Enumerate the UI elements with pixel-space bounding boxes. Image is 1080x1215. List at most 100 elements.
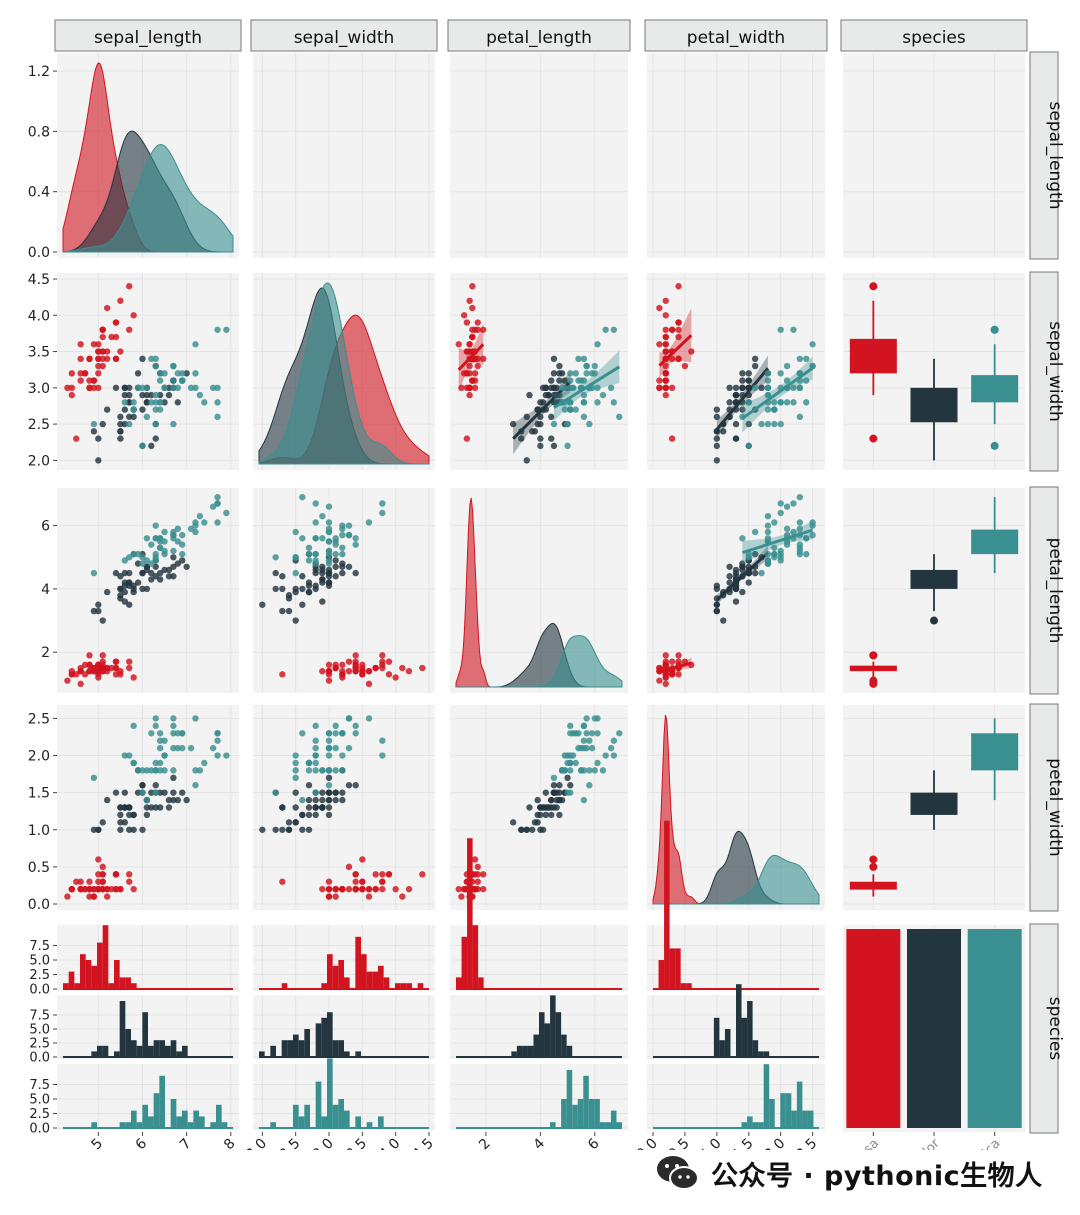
hist-bar-versicolor xyxy=(522,1045,528,1057)
point-versicolor xyxy=(143,399,151,406)
outlier-setosa xyxy=(869,282,878,291)
hist-bar-versicolor xyxy=(758,1051,764,1057)
x-tick-label-sepal_width: 2.5 xyxy=(276,1136,303,1150)
hist-bar-versicolor xyxy=(142,1012,148,1057)
point-setosa xyxy=(95,341,102,348)
point-virginica xyxy=(783,535,791,542)
point-versicolor xyxy=(542,789,550,796)
point-virginica xyxy=(152,715,159,722)
hist-bar-setosa xyxy=(675,948,681,989)
hist-bar-versicolor xyxy=(131,1040,137,1057)
point-versicolor xyxy=(726,384,733,392)
hist-bar-versicolor xyxy=(327,1012,333,1057)
point-virginica xyxy=(156,399,164,406)
point-versicolor xyxy=(319,789,326,796)
point-virginica xyxy=(139,789,146,796)
point-versicolor xyxy=(279,607,286,615)
point-versicolor xyxy=(259,601,266,608)
point-virginica xyxy=(796,547,804,555)
point-versicolor xyxy=(170,573,177,580)
panel-sepal_width-vs-species xyxy=(843,273,1025,470)
strip-label-top-species: species xyxy=(902,28,966,48)
point-virginica xyxy=(170,767,177,774)
point-setosa xyxy=(662,652,669,659)
x-tick-label-species: versicolor xyxy=(887,1136,943,1150)
point-virginica xyxy=(156,370,164,377)
point-versicolor xyxy=(305,782,313,789)
point-virginica xyxy=(796,370,804,377)
hist-bar-virginica xyxy=(193,1110,199,1128)
point-virginica xyxy=(148,730,155,737)
point-setosa xyxy=(81,370,89,377)
point-setosa xyxy=(365,893,373,900)
point-setosa xyxy=(675,652,682,659)
point-versicolor xyxy=(332,563,339,570)
point-setosa xyxy=(339,667,346,675)
point-versicolor xyxy=(509,819,517,826)
point-versicolor xyxy=(170,554,177,561)
panel-sepal_length-vs-sepal_width xyxy=(253,53,435,258)
y-tick-label-petal_length: 2 xyxy=(41,645,50,661)
point-virginica xyxy=(179,550,186,558)
point-versicolor xyxy=(299,826,306,833)
point-setosa xyxy=(64,677,71,684)
watermark-text: 公众号 · pythonic生物人 xyxy=(711,1160,1043,1192)
point-virginica xyxy=(558,399,566,406)
point-versicolor xyxy=(325,566,333,574)
point-virginica xyxy=(580,722,588,730)
point-virginica xyxy=(325,744,333,752)
y-tick-label-species: 0.0 xyxy=(29,1051,50,1066)
point-versicolor xyxy=(130,585,137,593)
x-tick-label-sepal_length: 6 xyxy=(133,1135,151,1150)
point-virginica xyxy=(339,550,346,558)
point-versicolor xyxy=(156,391,164,399)
y-tick-label-sepal_length: 0.8 xyxy=(28,124,50,140)
point-versicolor xyxy=(556,391,563,399)
point-setosa xyxy=(90,885,98,893)
hist-bar-virginica xyxy=(780,1093,786,1128)
point-virginica xyxy=(783,384,791,392)
x-tick-label-petal_length: 6 xyxy=(585,1135,603,1150)
point-setosa xyxy=(319,667,326,675)
point-setosa xyxy=(372,871,379,878)
point-setosa xyxy=(463,319,471,326)
point-setosa xyxy=(688,348,695,355)
point-setosa xyxy=(86,652,93,659)
hist-bar-versicolor xyxy=(102,1045,109,1057)
y-tick-label-petal_length: 4 xyxy=(41,582,50,598)
point-virginica xyxy=(567,377,574,384)
point-setosa xyxy=(108,664,115,672)
point-versicolor xyxy=(174,399,182,406)
hist-bar-setosa xyxy=(417,983,424,989)
panel-sepal_width-vs-sepal_width xyxy=(253,273,435,470)
hist-bar-setosa xyxy=(372,971,378,989)
hist-bar-virginica xyxy=(91,1122,97,1128)
point-versicolor xyxy=(152,782,159,789)
panel-background xyxy=(647,53,825,258)
point-virginica xyxy=(616,413,623,421)
hist-bar-virginica xyxy=(321,1116,327,1128)
point-setosa xyxy=(392,674,399,681)
point-virginica xyxy=(152,535,159,542)
hist-bar-versicolor xyxy=(747,1001,753,1057)
point-virginica xyxy=(790,500,797,507)
point-virginica xyxy=(272,789,279,796)
point-virginica xyxy=(126,752,133,759)
point-versicolor xyxy=(90,428,98,435)
panel-species-vs-petal_width xyxy=(647,820,825,1132)
point-setosa xyxy=(95,355,102,363)
point-virginica xyxy=(179,377,186,384)
x-tick-label-sepal_width: 3.0 xyxy=(310,1136,337,1150)
point-virginica xyxy=(161,737,168,744)
point-setosa xyxy=(668,348,676,355)
point-virginica xyxy=(345,744,353,752)
point-setosa xyxy=(112,355,120,363)
hist-bar-versicolor xyxy=(566,1045,573,1057)
point-virginica xyxy=(803,550,810,558)
hist-bar-versicolor xyxy=(550,995,556,1057)
point-virginica xyxy=(196,391,204,399)
point-virginica xyxy=(139,767,146,774)
point-setosa xyxy=(99,355,106,363)
x-tick-label-sepal_width: 4.0 xyxy=(376,1136,403,1150)
point-setosa xyxy=(90,377,98,384)
